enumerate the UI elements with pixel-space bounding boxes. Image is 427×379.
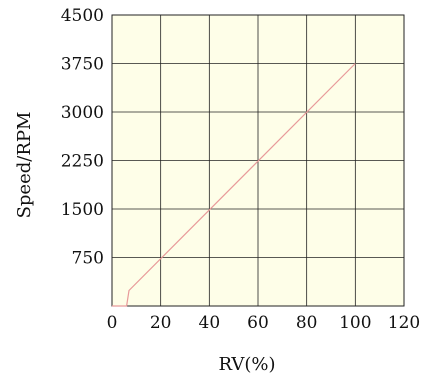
series-line bbox=[112, 63, 356, 307]
x-tick-label: 100 bbox=[339, 313, 371, 333]
x-tick-label: 0 bbox=[107, 313, 118, 333]
y-tick-label: 3750 bbox=[61, 55, 104, 75]
y-tick-label: 750 bbox=[72, 249, 104, 269]
grid-lines bbox=[112, 15, 404, 306]
y-tick-labels: 750 1500 2250 3000 3750 4500 bbox=[61, 6, 104, 269]
y-axis-title: Speed/RPM bbox=[14, 112, 35, 219]
y-tick-label: 4500 bbox=[61, 6, 104, 26]
series-group bbox=[112, 63, 356, 307]
x-tick-label: 80 bbox=[296, 313, 318, 333]
y-tick-label: 2250 bbox=[61, 152, 104, 172]
y-tick-label: 3000 bbox=[61, 103, 104, 123]
x-axis-title: RV(%) bbox=[218, 354, 275, 375]
x-tick-label: 20 bbox=[150, 313, 172, 333]
y-tick-label: 1500 bbox=[61, 200, 104, 220]
x-tick-label: 40 bbox=[199, 313, 221, 333]
x-tick-labels: 0 20 40 60 80 100 120 bbox=[107, 313, 421, 333]
x-tick-label: 60 bbox=[247, 313, 269, 333]
x-tick-label: 120 bbox=[388, 313, 420, 333]
